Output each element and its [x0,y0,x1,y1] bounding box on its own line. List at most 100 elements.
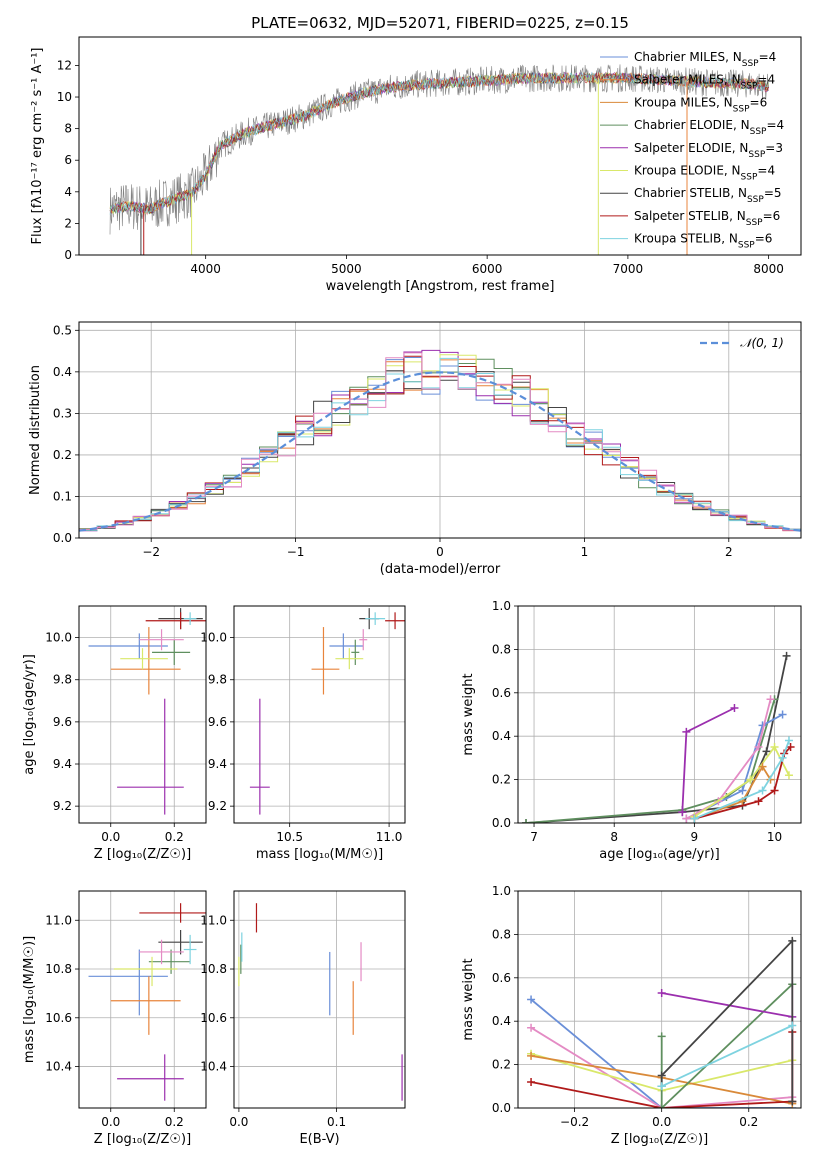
y-tick-label: 1.0 [492,599,511,613]
weight-marker [788,1097,797,1106]
y-tick-label: 8 [64,122,72,136]
weight-marker [678,808,687,817]
x-axis-label: (data-model)/error [380,562,501,577]
y-tick-label: 10.0 [200,631,227,645]
weight-marker [527,1023,536,1032]
y-tick-label: 0.4 [492,1014,511,1028]
weight-marker [657,988,666,997]
plot-area [79,349,801,538]
weight-marker [784,771,793,780]
plot-area [109,64,769,255]
x-axis-label: wavelength [Angstrom, rest frame] [326,279,555,294]
x-tick-label: −2 [142,545,160,559]
x-tick-label: 0.1 [327,1115,346,1129]
weight-marker [657,1032,666,1041]
weight-marker [786,743,795,752]
weight-marker [754,743,763,752]
y-tick-label: 11.0 [200,913,227,927]
panel-residuals: −2 −1 0 1 2 0.0 0.1 0.2 0.3 0.4 0.5 (data-model)/er… [28,321,802,577]
legend-label: Kroupa STELIB, NSSP=6 [634,232,772,251]
weight-marker [522,819,531,823]
plot-area [238,903,403,1101]
weight-line [661,1024,793,1088]
weight-marker [778,710,787,719]
y-axis-label: Normed distribution [28,365,43,495]
plot-area [527,936,797,1108]
axes-frame [78,605,207,824]
x-tick-label: 0.0 [101,830,120,844]
y-tick-label: 0.2 [53,448,72,462]
legend-suffix: =4 [757,73,775,87]
y-tick-label: 9.2 [53,799,72,813]
weight-line [660,983,793,1108]
plot-area [522,651,795,823]
y-tick-label: 10.8 [45,962,72,976]
legend-suffix: =3 [765,141,783,155]
y-tick-label: 0.0 [492,816,511,830]
y-tick-label: 9.8 [208,673,227,687]
x-tick-label: 5000 [331,262,362,276]
y-tick-label: 10 [57,90,72,104]
plot-area [249,608,405,815]
axes-frame [78,36,802,256]
x-tick-label: 10.5 [276,830,303,844]
axes-frame [78,890,207,1109]
y-tick-label: 9.6 [53,715,72,729]
y-tick-label: 0.8 [492,642,511,656]
weight-marker [738,786,747,795]
weight-marker [657,1071,666,1080]
panel-spectrum: 4000 5000 6000 7000 8000 0 2 4 6 8 10 12 wavelength … [30,36,802,294]
x-tick-label: 0.2 [165,1115,184,1129]
weight-marker [527,1077,536,1086]
y-tick-label: 10.8 [200,962,227,976]
weight-line [660,938,794,1102]
y-tick-label: 10.4 [45,1060,72,1074]
legend-subscript: SSP [746,218,763,228]
x-tick-label: 8000 [753,262,784,276]
legend-suffix: =6 [750,95,768,109]
y-axis-label: mass [log₁₀(M/M☉)] [22,936,37,1063]
y-tick-label: 0.6 [492,971,511,985]
plot-area [88,608,206,815]
x-axis-label: Z [log₁₀(Z/Z☉)] [611,1132,708,1147]
y-tick-label: 9.8 [53,673,72,687]
axes-frame [233,605,406,824]
weight-marker [758,786,767,795]
weight-line [525,699,776,823]
y-axis-label: mass weight [461,958,476,1040]
y-tick-label: 0.1 [53,489,72,503]
x-tick-label: 0.0 [652,1115,671,1129]
x-tick-label: 9 [691,830,699,844]
y-tick-label: 9.4 [208,757,227,771]
y-tick-label: 10.4 [200,1060,227,1074]
weight-line [685,713,784,820]
weight-marker [788,936,797,945]
y-tick-label: 4 [64,185,72,199]
legend-label: Salpeter ELODIE, NSSP=3 [634,141,783,160]
weight-marker [782,651,791,660]
axes-frame [233,890,406,1109]
spectrum-data-line [109,64,769,235]
spectrum-model-line [109,71,769,215]
x-tick-label: 0.2 [739,1115,758,1129]
axes-frame [517,605,802,824]
y-tick-label: 0 [64,248,72,262]
panel-age-vs-mass: 10.5 11.0 9.2 9.4 9.6 9.8 10.0 mass [log₁₀(M/M☉… [200,605,406,862]
x-tick-label: 7 [530,830,538,844]
plot-area [88,903,206,1101]
x-tick-label: 10 [767,830,782,844]
y-tick-label: 12 [57,58,72,72]
x-axis-label: E(B-V) [299,1132,339,1147]
legend-label: 𝒩(0, 1) [740,336,784,350]
legend-suffix: =4 [759,50,777,64]
x-tick-label: 0 [436,545,444,559]
weight-marker [770,786,779,795]
weight-marker [690,814,699,823]
x-axis-label: age [log₁₀(age/yr)] [599,847,720,862]
weight-marker [657,1082,666,1091]
weight-line [525,655,788,823]
legend-suffix: =5 [764,186,782,200]
legend-suffix: =6 [763,209,781,223]
x-axis-label: Z [log₁₀(Z/Z☉)] [94,847,191,862]
weight-marker [730,703,739,712]
